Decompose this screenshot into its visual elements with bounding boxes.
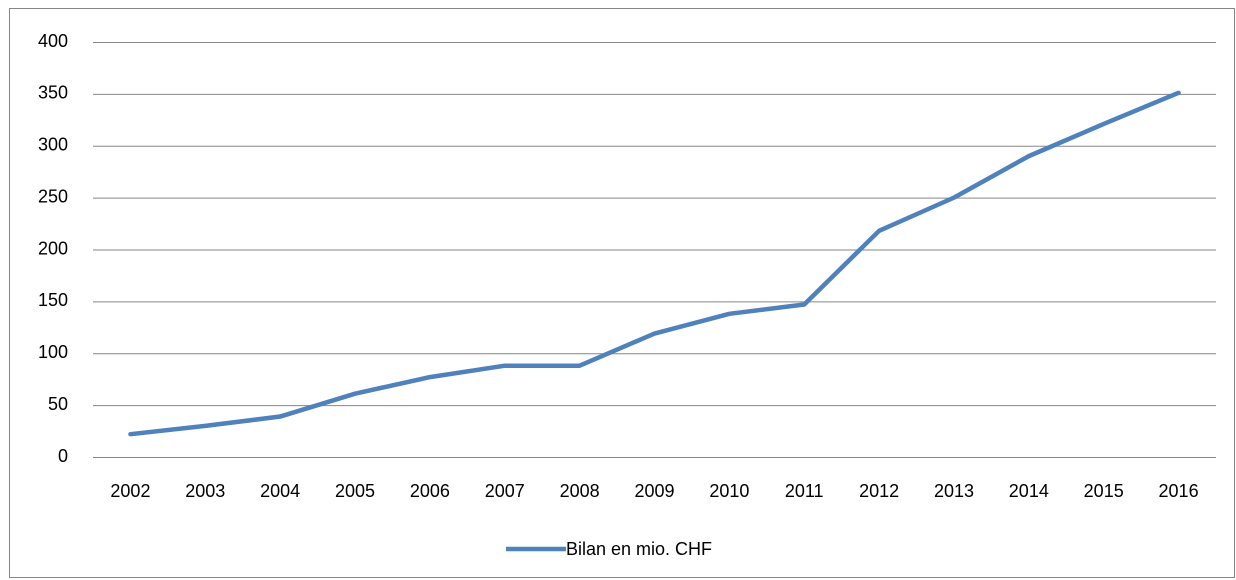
y-tick-label: 0 [58,446,68,466]
legend-label: Bilan en mio. CHF [566,539,712,559]
x-tick-label: 2010 [709,481,749,501]
x-tick-label: 2015 [1084,481,1124,501]
y-tick-label: 200 [38,238,68,258]
x-tick-label: 2011 [785,481,824,501]
x-tick-label: 2005 [335,481,375,501]
x-tick-label: 2016 [1159,481,1199,501]
x-tick-label: 2012 [859,481,899,501]
y-tick-label: 50 [48,394,68,414]
y-tick-label: 150 [38,290,68,310]
x-tick-label: 2008 [560,481,600,501]
y-tick-label: 300 [38,135,68,155]
x-tick-label: 2006 [410,481,450,501]
x-tick-label: 2003 [185,481,225,501]
x-tick-label: 2002 [110,481,150,501]
chart-border [9,8,1235,578]
data-line [128,90,1181,437]
x-tick-label: 2013 [934,481,974,501]
y-tick-label: 350 [38,83,68,103]
x-tick-label: 2014 [1009,481,1049,501]
x-tick-label: 2007 [485,481,525,501]
y-tick-label: 100 [38,342,68,362]
y-tick-label: 400 [38,31,68,51]
x-tick-label: 2009 [634,481,674,501]
x-tick-label: 2004 [260,481,300,501]
y-tick-label: 250 [38,186,68,206]
